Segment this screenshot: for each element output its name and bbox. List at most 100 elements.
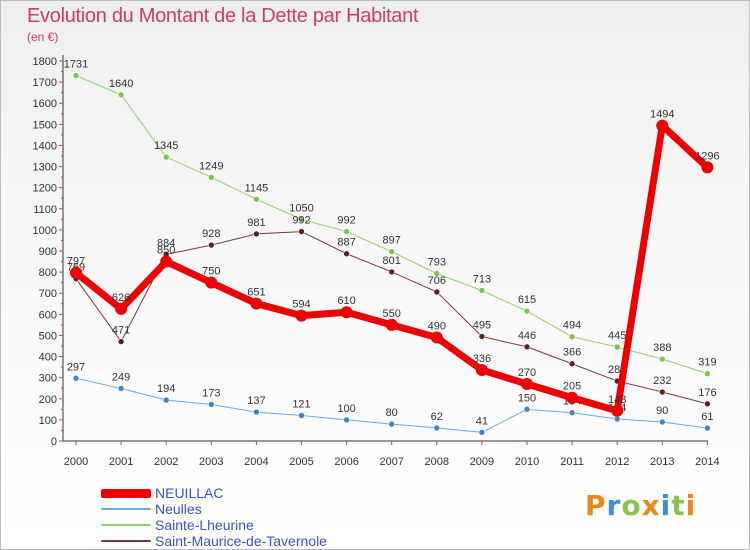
y-tick-label: 0 bbox=[51, 436, 57, 448]
y-tick-label: 900 bbox=[39, 246, 57, 258]
data-point bbox=[162, 153, 170, 161]
x-tick-label: 2012 bbox=[605, 456, 629, 468]
x-tick-label: 2006 bbox=[334, 456, 358, 468]
x-tick-label: 2011 bbox=[560, 456, 584, 468]
y-tick-label: 1200 bbox=[33, 183, 57, 195]
data-label: 1731 bbox=[64, 59, 88, 71]
data-point bbox=[115, 302, 128, 315]
data-label: 270 bbox=[518, 367, 536, 379]
series-sainte-lheurine: 1731164013451249114510509928977937136154… bbox=[64, 59, 717, 377]
data-label: 137 bbox=[247, 395, 265, 407]
data-point bbox=[568, 333, 576, 341]
data-point bbox=[72, 374, 80, 382]
data-label: 713 bbox=[473, 273, 491, 285]
proxiti-logo: Proxiti bbox=[585, 489, 696, 522]
data-label: 706 bbox=[428, 275, 446, 287]
data-point bbox=[250, 297, 263, 310]
y-tick-label: 400 bbox=[39, 352, 57, 364]
x-tick-label: 2013 bbox=[650, 456, 674, 468]
data-point bbox=[658, 418, 666, 426]
data-point bbox=[701, 161, 714, 174]
x-tick-label: 2003 bbox=[199, 456, 223, 468]
data-label: 1050 bbox=[289, 202, 313, 214]
data-point bbox=[658, 388, 666, 396]
y-tick-label: 500 bbox=[39, 330, 57, 342]
y-tick-label: 1100 bbox=[33, 204, 57, 216]
data-label: 1640 bbox=[109, 78, 133, 90]
logo-letter: r bbox=[606, 489, 622, 522]
data-label: 366 bbox=[563, 347, 581, 359]
logo-letter: x bbox=[641, 489, 661, 522]
data-label: 992 bbox=[337, 215, 355, 227]
x-tick-label: 2007 bbox=[379, 456, 403, 468]
data-label: 319 bbox=[698, 357, 716, 369]
data-label: 992 bbox=[292, 215, 310, 227]
data-point bbox=[704, 400, 711, 408]
data-label: 1296 bbox=[695, 150, 719, 162]
legend-label: Neulles bbox=[155, 501, 202, 517]
data-point bbox=[253, 230, 260, 238]
data-point bbox=[298, 412, 305, 419]
data-label: 884 bbox=[157, 237, 175, 249]
data-label: 90 bbox=[656, 405, 668, 417]
y-tick-label: 800 bbox=[39, 267, 57, 279]
data-point bbox=[343, 416, 350, 424]
x-tick-label: 2001 bbox=[109, 456, 133, 468]
data-point bbox=[388, 248, 396, 255]
data-point bbox=[208, 241, 215, 249]
data-point bbox=[343, 228, 350, 235]
data-label: 801 bbox=[383, 255, 401, 267]
data-point bbox=[523, 307, 531, 315]
logo-letter: P bbox=[585, 489, 607, 522]
legend-label: Sainte-Lheurine bbox=[155, 517, 254, 533]
data-point bbox=[385, 318, 398, 331]
data-point bbox=[162, 396, 170, 404]
logo-letter: t bbox=[671, 489, 686, 522]
data-label: 445 bbox=[608, 330, 626, 342]
data-point bbox=[298, 216, 305, 223]
data-point bbox=[611, 404, 624, 417]
data-label: 750 bbox=[202, 266, 220, 278]
data-point bbox=[478, 333, 486, 340]
y-tick-label: 1300 bbox=[33, 162, 57, 174]
data-point bbox=[478, 287, 486, 294]
data-point bbox=[295, 309, 308, 322]
data-point bbox=[253, 195, 260, 203]
data-point bbox=[704, 370, 711, 377]
data-label: 194 bbox=[157, 383, 175, 395]
data-point bbox=[343, 250, 350, 258]
y-tick-label: 1800 bbox=[33, 56, 57, 68]
data-label: 143 bbox=[608, 394, 626, 406]
data-label: 887 bbox=[337, 237, 355, 249]
data-point bbox=[388, 268, 396, 276]
data-label: 897 bbox=[383, 235, 401, 247]
y-tick-label: 1700 bbox=[33, 77, 57, 89]
legend-label: NEUILLAC bbox=[155, 485, 224, 501]
data-point bbox=[656, 119, 669, 132]
data-point bbox=[613, 343, 621, 351]
x-tick-label: 2008 bbox=[425, 456, 449, 468]
data-point bbox=[340, 306, 353, 319]
x-tick-label: 2002 bbox=[154, 456, 178, 468]
data-label: 490 bbox=[428, 321, 446, 333]
y-tick-label: 1500 bbox=[33, 119, 57, 131]
data-label: 495 bbox=[473, 320, 491, 332]
data-label: 61 bbox=[701, 411, 713, 423]
data-label: 615 bbox=[518, 294, 536, 306]
data-label: 626 bbox=[112, 292, 130, 304]
y-tick-label: 600 bbox=[39, 309, 57, 321]
y-tick-label: 1000 bbox=[33, 225, 57, 237]
legend-label: Saint-Maurice-de-Tavernole bbox=[155, 533, 327, 549]
x-tick-label: 2000 bbox=[64, 456, 88, 468]
data-label: 494 bbox=[563, 320, 581, 332]
series-neuillac: 797 626 850 750 651 594 610 550 490 336 270 205 143 1… bbox=[67, 109, 720, 417]
data-label: 1345 bbox=[154, 140, 178, 152]
data-point bbox=[658, 355, 666, 363]
legend-item: NEUILLAC bbox=[101, 485, 401, 501]
data-label: 446 bbox=[518, 330, 536, 342]
legend-item: Neulles bbox=[101, 501, 401, 517]
data-point bbox=[433, 288, 441, 296]
logo-letter: i bbox=[685, 489, 697, 522]
data-point bbox=[117, 91, 125, 99]
